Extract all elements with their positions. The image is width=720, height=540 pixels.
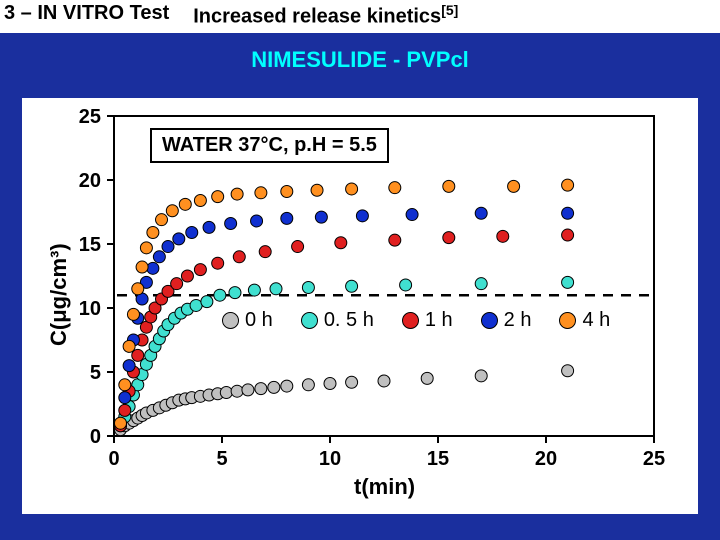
legend-swatch-icon [559,312,576,329]
header-bar: 3 – IN VITRO Test Increased release kine… [0,0,720,33]
legend-item: 2 h [481,309,532,332]
svg-text:20: 20 [79,170,101,192]
legend-item: 0 h [222,309,273,332]
chart-container: 0 5 10 15 20 25 0 5 10 15 20 25 WATER 37°C, p.H = 5… [22,98,698,514]
svg-text:20: 20 [535,448,557,470]
svg-text:25: 25 [643,448,665,470]
svg-text:5: 5 [216,448,227,470]
slide-root: 3 – IN VITRO Test Increased release kine… [0,0,720,540]
legend-item: 1 h [402,309,453,332]
svg-text:10: 10 [79,298,101,320]
header-right-label: Increased release kinetics[5] [193,2,458,29]
legend: 0 h 0. 5 h 1 h 2 h 4 h [222,309,610,332]
svg-text:5: 5 [90,362,101,384]
svg-text:25: 25 [79,106,101,128]
svg-text:0: 0 [90,426,101,448]
header-left-label: 3 – IN VITRO Test [4,2,169,25]
y-axis-label: C(μg/cm³) [46,244,72,347]
legend-label: 2 h [504,309,532,332]
legend-item: 0. 5 h [301,309,374,332]
svg-text:15: 15 [427,448,449,470]
legend-label: 0 h [245,309,273,332]
legend-label: 1 h [425,309,453,332]
legend-swatch-icon [481,312,498,329]
legend-item: 4 h [559,309,610,332]
legend-swatch-icon [222,312,239,329]
subtitle-label: NIMESULIDE - PVPcl [0,47,720,73]
legend-swatch-icon [402,312,419,329]
x-axis-label: t(min) [354,474,415,500]
legend-label: 0. 5 h [324,309,374,332]
legend-label: 4 h [582,309,610,332]
annotation-box: WATER 37°C, p.H = 5.5 [150,128,389,163]
svg-text:0: 0 [108,448,119,470]
legend-swatch-icon [301,312,318,329]
svg-text:10: 10 [319,448,341,470]
svg-text:15: 15 [79,234,101,256]
